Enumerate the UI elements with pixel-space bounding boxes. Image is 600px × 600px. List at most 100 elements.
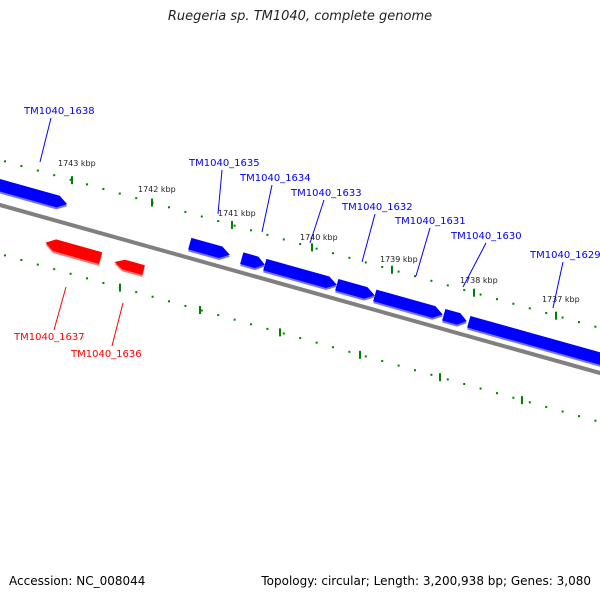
gene-label: TM1040_1631	[394, 216, 466, 227]
genome-stats-text: Topology: circular; Length: 3,200,938 bp…	[261, 574, 591, 588]
tick-mark-outer	[20, 164, 23, 167]
tick-mark-outer	[282, 238, 285, 241]
gene-label: TM1040_1630	[450, 231, 522, 242]
gene-leader-line	[552, 261, 564, 309]
tick-mark-outer	[496, 298, 498, 301]
tick-mark-outer	[299, 243, 302, 246]
accession-text: Accession: NC_008044	[9, 574, 146, 588]
tick-mark-inner	[36, 263, 39, 266]
gene-arrow-TM1040_1635-body	[188, 237, 230, 259]
tick-mark-inner	[200, 309, 203, 312]
gene-arrow-TM1040_1636-body	[114, 259, 145, 275]
tick-mark-inner	[479, 387, 482, 390]
tick-mark-inner	[184, 304, 187, 307]
tick-mark-inner	[266, 327, 269, 330]
tick-mark-outer	[545, 311, 548, 314]
tick-mark-inner	[69, 272, 72, 275]
tick-mark-outer	[200, 215, 203, 218]
gene-arrow-TM1040_1629	[467, 315, 600, 367]
gene-arrow-TM1040_1633-body	[263, 258, 337, 289]
tick-mark-inner	[86, 277, 88, 280]
gene-leader-line	[462, 242, 487, 288]
tick-mark-inner	[4, 254, 6, 257]
tick-mark-inner	[528, 401, 531, 404]
tick-mark-inner	[364, 355, 367, 358]
gene-leader-line	[415, 227, 431, 277]
gene-arrow-TM1040_1633	[263, 258, 337, 291]
tick-mark-inner	[496, 392, 498, 395]
tick-mark-outer	[528, 307, 531, 310]
tick-mark-outer	[168, 206, 170, 209]
tick-mark-inner	[315, 341, 318, 344]
tick-mark-inner	[594, 419, 597, 422]
tick-mark-outer	[69, 178, 72, 181]
gene-arrow-TM1040_1630	[442, 308, 467, 327]
tick-mark-outer	[430, 279, 433, 282]
gene-arrow-TM1040_1632	[335, 278, 375, 301]
gene-arrow-TM1040_1631-body	[373, 289, 443, 318]
ruler-label: 1742 kbp	[138, 185, 176, 194]
tick-mark-inner	[102, 281, 105, 284]
gene-leader-line	[309, 199, 325, 244]
gene-leader-line	[217, 169, 223, 215]
gene-leader-line	[261, 184, 273, 233]
tick-mark-outer	[594, 325, 597, 328]
tick-mark-outer	[217, 220, 220, 223]
tick-mark-outer	[348, 256, 351, 259]
tick-mark-inner	[381, 360, 384, 363]
gene-label: TM1040_1633	[290, 188, 362, 199]
gene-label: TM1040_1638	[23, 106, 95, 117]
tick-mark-inner	[233, 318, 236, 321]
tick-mark-outer	[381, 266, 384, 269]
gene-leader-line	[361, 213, 376, 263]
gene-label: TM1040_1636	[70, 349, 142, 360]
tick-mark-inner	[348, 350, 351, 353]
tick-mark-inner	[446, 378, 449, 381]
ruler-label: 1737 kbp	[542, 295, 580, 304]
tick-mark-inner	[397, 364, 400, 367]
tick-mark-outer	[332, 252, 334, 255]
gene-arrow-TM1040_1634	[240, 252, 265, 271]
gene-arrow-TM1040_1637-body	[45, 239, 103, 264]
tick-mark-outer	[561, 316, 564, 319]
tick-mark-outer	[397, 270, 400, 273]
tick-mark-inner	[299, 337, 302, 340]
gene-leader-line	[111, 302, 124, 347]
tick-mark-outer	[86, 183, 88, 186]
gene-arrow-TM1040_1635	[188, 237, 230, 261]
tick-mark-outer	[315, 247, 318, 250]
gene-arrow-TM1040_1637	[45, 239, 103, 266]
tick-mark-outer	[36, 169, 39, 172]
gene-leader-line	[53, 286, 67, 331]
tick-mark-outer	[4, 160, 6, 163]
tick-mark-outer	[578, 321, 580, 324]
gene-label: TM1040_1637	[13, 332, 85, 343]
tick-mark-inner	[561, 410, 564, 413]
tick-mark-inner	[512, 396, 515, 399]
gene-label: TM1040_1635	[188, 158, 260, 169]
tick-mark-outer	[364, 261, 367, 264]
ruler-label: 1740 kbp	[300, 233, 338, 242]
tick-mark-outer	[446, 284, 449, 287]
tick-mark-inner	[463, 382, 466, 385]
tick-mark-inner	[250, 323, 252, 326]
gene-arrow-TM1040_1632-body	[335, 278, 375, 299]
ruler-label: 1743 kbp	[58, 159, 96, 168]
gene-arrow-TM1040_1636	[114, 259, 145, 277]
tick-mark-inner	[135, 291, 138, 294]
tick-mark-inner	[282, 332, 285, 335]
ruler-label: 1739 kbp	[380, 255, 418, 264]
tick-mark-outer	[414, 275, 416, 278]
tick-mark-inner	[332, 346, 334, 349]
tick-mark-outer	[463, 288, 466, 291]
tick-mark-outer	[135, 197, 138, 200]
tick-mark-inner	[430, 373, 433, 376]
tick-mark-outer	[250, 229, 252, 232]
gene-arrow-TM1040_1638-body	[0, 179, 68, 208]
tick-mark-outer	[479, 293, 482, 296]
tick-mark-inner	[53, 268, 56, 271]
ruler-label: 1738 kbp	[460, 276, 498, 285]
ruler-label: 1741 kbp	[218, 209, 256, 218]
tick-mark-inner	[545, 405, 548, 408]
